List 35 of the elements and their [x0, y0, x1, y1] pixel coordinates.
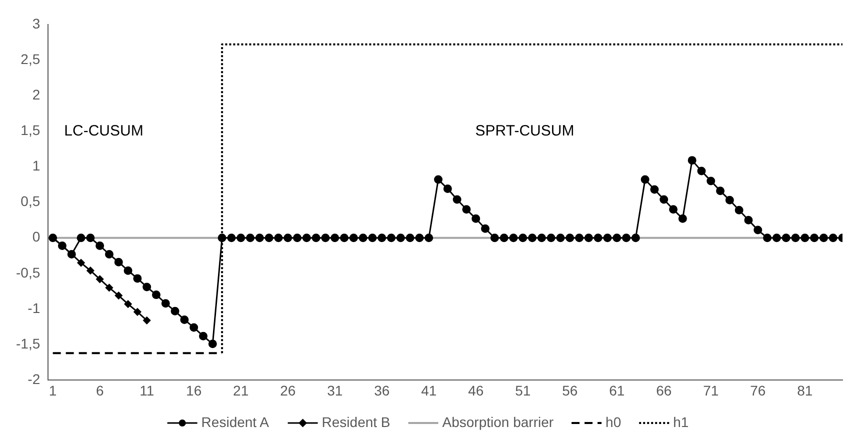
- annotation: SPRT-CUSUM: [475, 122, 574, 140]
- legend-label: Absorption barrier: [442, 414, 554, 430]
- x-tick-label: 51: [515, 382, 531, 398]
- x-tick-label: 16: [186, 382, 202, 398]
- x-tick-label: 36: [374, 382, 390, 398]
- y-tick-label: -1: [28, 300, 40, 316]
- y-tick-label: -2: [28, 371, 40, 388]
- y-tick-label: 0: [32, 228, 40, 245]
- x-tick-label: 56: [562, 382, 578, 398]
- x-tick-label: 46: [468, 382, 484, 398]
- y-tick-label: 2,5: [20, 50, 40, 67]
- x-tick-label: 1: [48, 382, 57, 398]
- legend-label: h0: [606, 414, 622, 430]
- x-tick-label: 6: [96, 382, 104, 398]
- x-tick-label: 61: [609, 382, 625, 398]
- y-tick-label: -1,5: [16, 335, 40, 352]
- x-tick-label: 26: [280, 382, 296, 398]
- y-tick-label: -0,5: [16, 264, 40, 280]
- y-tick-label: 1: [32, 158, 40, 174]
- y-tick-label: 0,5: [20, 193, 40, 210]
- y-tick-label: 3: [32, 15, 40, 32]
- x-tick-label: 31: [327, 382, 343, 398]
- x-tick-label: 81: [797, 382, 813, 398]
- legend-label: h1: [673, 414, 689, 430]
- legend-label: Resident B: [322, 414, 390, 430]
- x-tick-label: 76: [750, 382, 766, 398]
- x-tick-label: 11: [140, 382, 154, 398]
- x-tick-label: 41: [421, 382, 437, 398]
- x-tick-label: 71: [703, 382, 719, 398]
- x-tick-label: 66: [656, 382, 672, 398]
- y-tick-label: 1,5: [20, 122, 40, 138]
- legend-label: Resident A: [201, 414, 270, 430]
- y-tick-label: 2: [32, 86, 40, 102]
- annotation: LC-CUSUM: [64, 122, 144, 140]
- x-tick-label: 21: [233, 382, 249, 398]
